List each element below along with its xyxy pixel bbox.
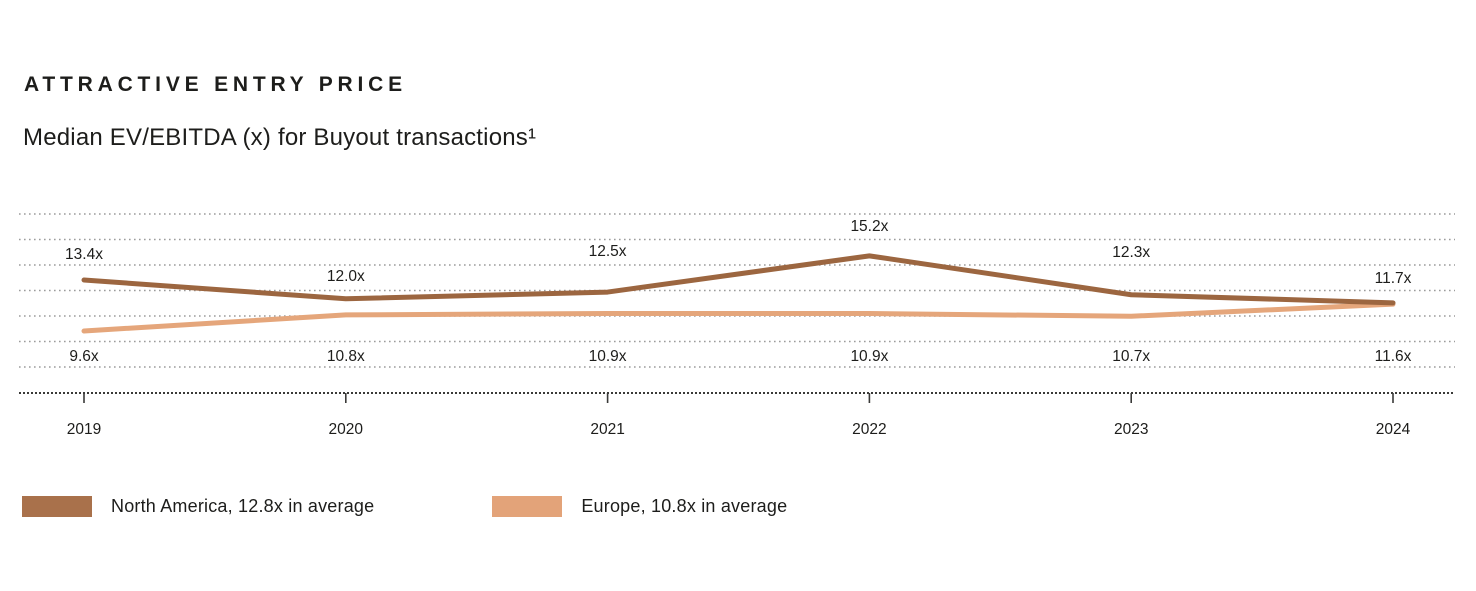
x-axis-label: 2023 [1114,421,1148,438]
legend-label-europe: Europe, 10.8x in average [581,496,788,516]
chart-title: ATTRACTIVE ENTRY PRICE [24,73,407,96]
europe-data-label: 11.6x [1375,348,1412,365]
europe-data-label: 10.9x [850,348,888,365]
north-america-data-label: 11.7x [1375,270,1412,287]
north-america-data-label: 15.2x [850,218,888,235]
north-america-data-label: 12.0x [327,268,365,285]
europe-line [81,301,1396,334]
europe-data-label: 10.9x [589,348,627,365]
north-america-swatch-icon [22,496,92,517]
legend-label-north-america: North America, 12.8x in average [111,496,375,516]
chart-subtitle: Median EV/EBITDA (x) for Buyout transact… [23,124,537,151]
x-axis-label: 2019 [67,421,101,438]
legend-item-europe: Europe, 10.8x in average [492,496,787,517]
x-axis-label: 2021 [590,421,624,438]
europe-data-label: 10.8x [327,348,365,365]
legend-item-north-america: North America, 12.8x in average [22,496,374,517]
europe-data-label: 10.7x [1112,348,1150,365]
x-axis-label: 2020 [329,421,364,438]
north-america-data-label: 13.4x [65,246,103,263]
north-america-line [81,253,1396,306]
europe-swatch-icon [492,496,563,517]
x-axis-label: 2022 [852,421,886,438]
chart-legend: North America, 12.8x in average Europe, … [22,496,787,517]
north-america-data-label: 12.3x [1112,244,1150,261]
europe-data-label: 9.6x [69,348,99,365]
x-axis-label: 2024 [1376,421,1411,438]
north-america-data-label: 12.5x [589,243,627,260]
